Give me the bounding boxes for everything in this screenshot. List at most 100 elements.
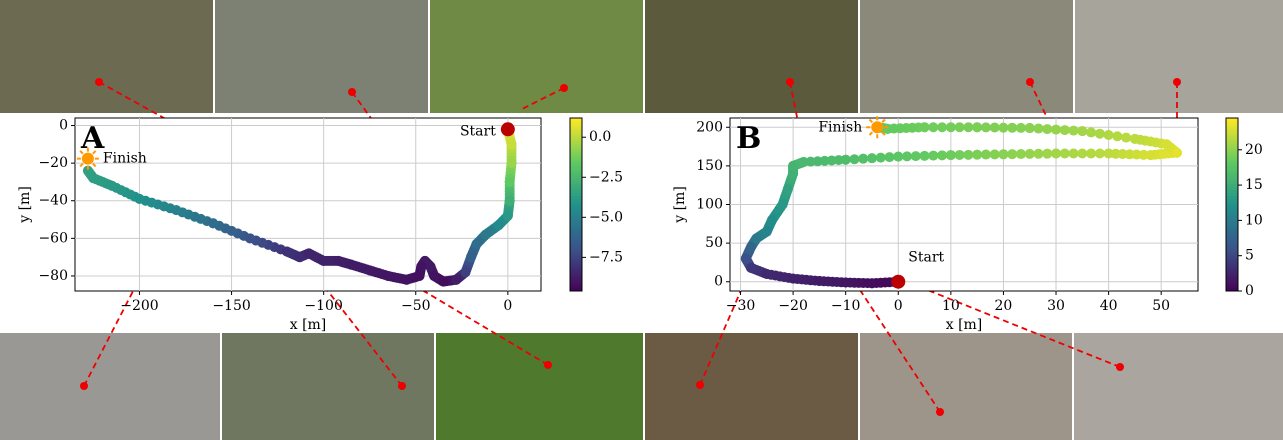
trajectory-point xyxy=(761,269,772,280)
trajectory-point xyxy=(364,265,375,276)
trajectory-point xyxy=(746,241,757,252)
photo xyxy=(645,333,858,440)
trajectory-fill xyxy=(954,149,965,160)
trajectory-fill xyxy=(1077,148,1088,159)
trajectory-point xyxy=(502,210,513,221)
colorbar-segment xyxy=(570,224,582,229)
y-tick-label: −40 xyxy=(38,193,68,209)
trajectory-point xyxy=(82,165,93,176)
colorbar-segment xyxy=(1226,285,1238,289)
trajectory-point xyxy=(919,122,930,133)
colorbar-tick-label: 0 xyxy=(1245,283,1254,299)
colorbar-segment xyxy=(1226,187,1238,191)
trajectory-fill xyxy=(980,149,991,160)
colorbar-segment xyxy=(570,198,582,203)
x-tick-label: 0 xyxy=(894,298,903,314)
colorbar-segment xyxy=(570,259,582,263)
x-tick-label: 40 xyxy=(1100,298,1118,314)
colorbar-segment xyxy=(570,152,582,156)
colorbar-segment xyxy=(1226,164,1238,168)
colorbar-segment xyxy=(1226,138,1238,142)
colorbar-segment xyxy=(1226,247,1238,252)
photo xyxy=(436,333,643,440)
trajectory-point xyxy=(798,157,809,168)
colorbar-segment xyxy=(570,135,582,139)
colorbar-segment xyxy=(570,192,582,197)
trajectory-point xyxy=(414,270,425,281)
colorbar-segment xyxy=(1226,123,1238,128)
trajectory-point xyxy=(451,274,462,285)
trajectory-point xyxy=(893,151,904,162)
trajectory-point xyxy=(972,122,983,133)
colorbar-segment xyxy=(1226,172,1238,177)
colorbar-segment xyxy=(570,210,582,214)
colorbar-segment xyxy=(1226,195,1238,200)
colorbar-segment xyxy=(1226,250,1238,255)
colorbar-segment xyxy=(570,190,582,194)
trajectory-point xyxy=(1171,147,1182,158)
colorbar-segment xyxy=(1226,227,1238,231)
photo xyxy=(860,0,1073,113)
colorbar-frame xyxy=(569,117,583,292)
trajectory-point xyxy=(788,273,799,284)
finish-ray xyxy=(79,162,84,168)
trajectory-point xyxy=(88,173,99,184)
colorbar-segment xyxy=(1226,244,1238,249)
trajectory-fill xyxy=(989,149,1000,160)
trajectory-fill xyxy=(1059,125,1070,136)
x-tick-label: −100 xyxy=(304,298,342,314)
colorbar-segment xyxy=(1226,175,1238,180)
trajectory-point xyxy=(429,270,440,281)
trajectory-point xyxy=(171,205,182,216)
colorbar-segment xyxy=(1226,169,1238,174)
colorbar-segment xyxy=(570,236,582,240)
finish-ray xyxy=(92,162,97,168)
colorbar-segment xyxy=(570,207,582,211)
colorbar-segment xyxy=(570,247,582,252)
y-axis-label: y [m] xyxy=(672,186,688,224)
x-tick-label: −50 xyxy=(401,298,431,314)
trajectory-fill xyxy=(1121,132,1132,143)
colorbar-segment xyxy=(570,267,582,272)
trajectory-fill xyxy=(1138,149,1149,160)
trajectory-fill xyxy=(1059,148,1070,159)
plot: −200 −150 −100 −50 0 0 −20 −40 −60 −80 x [m] y [m] A… xyxy=(17,117,623,333)
colorbar-segment xyxy=(570,143,582,148)
trajectory-point xyxy=(1129,133,1140,144)
start-marker xyxy=(500,122,515,137)
colorbar-segment xyxy=(570,241,582,246)
photo xyxy=(1075,0,1283,113)
y-tick-label: 150 xyxy=(696,158,723,174)
photo xyxy=(430,0,643,113)
colorbar-segment xyxy=(570,213,582,217)
colorbar-segment xyxy=(1226,141,1238,145)
colorbar-frame xyxy=(1225,117,1239,292)
panel-label: A xyxy=(80,121,105,156)
colorbar-tick-label: 5 xyxy=(1245,248,1254,264)
trajectory-fill xyxy=(1033,148,1044,159)
trajectory-point xyxy=(1103,148,1114,159)
trajectory-point xyxy=(840,154,851,165)
y-tick-label: 0 xyxy=(59,118,68,134)
colorbar-segment xyxy=(570,129,582,133)
trajectory-fill xyxy=(858,153,869,164)
trajectory-point xyxy=(866,278,877,289)
y-axis-label: y [m] xyxy=(17,186,33,224)
finish-ray xyxy=(868,118,873,124)
colorbar-segment xyxy=(570,279,582,283)
trajectory-fill xyxy=(989,122,1000,133)
colorbar-segment xyxy=(1226,192,1238,197)
trajectory-fill xyxy=(1042,148,1053,159)
x-tick-label: −20 xyxy=(778,298,808,314)
colorbar-segment xyxy=(1226,167,1238,171)
trajectory-point xyxy=(746,262,757,273)
y-tick-label: −60 xyxy=(38,230,68,246)
trajectory-fill xyxy=(910,151,921,162)
trajectory-fill xyxy=(937,122,948,133)
trajectory-point xyxy=(318,255,329,266)
colorbar-segment xyxy=(570,132,582,136)
colorbar-segment xyxy=(1226,262,1238,266)
trajectory-point xyxy=(460,267,471,278)
